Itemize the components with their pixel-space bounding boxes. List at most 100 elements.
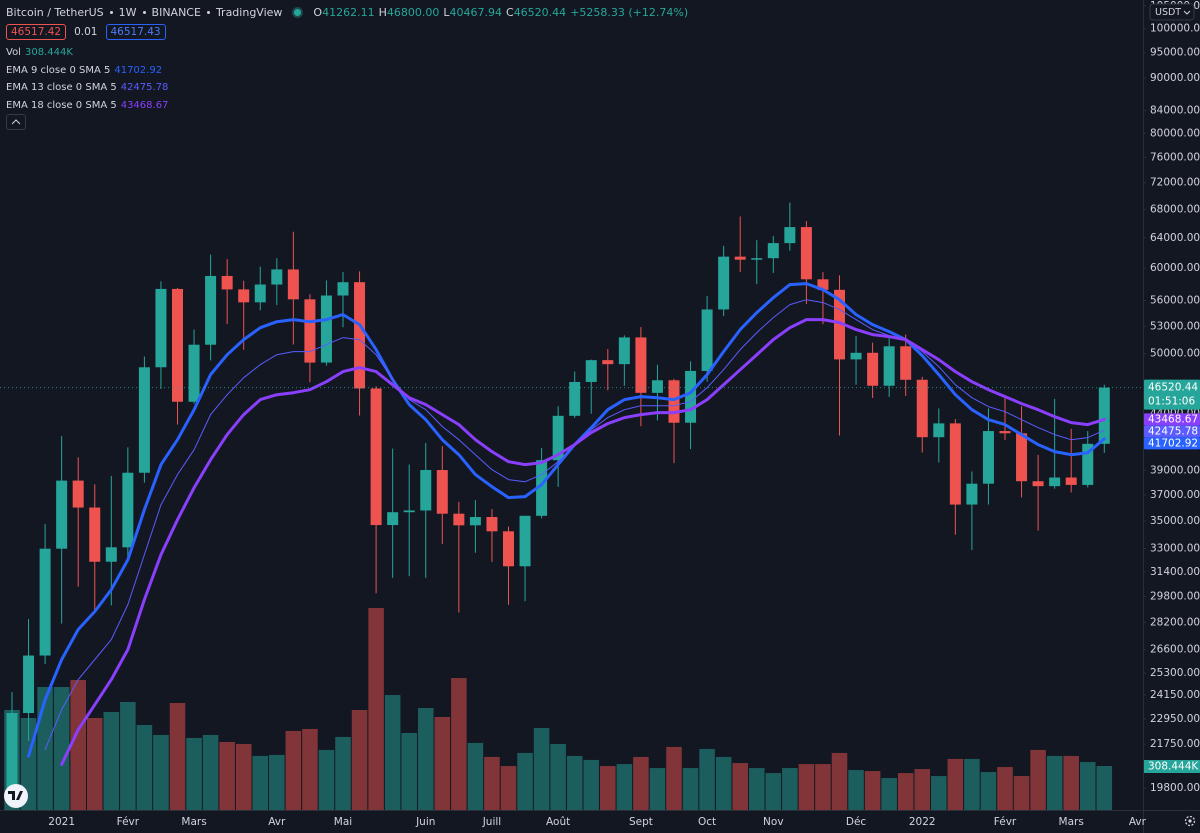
candle-body [867,352,879,386]
candle-body [188,344,200,402]
market-status [294,8,302,16]
candle-body [1049,477,1061,487]
volume-bar [417,708,434,810]
y-tick-label: 31400.00 [1150,566,1200,578]
volume-bar [897,773,914,810]
x-tick-label: Nov [763,816,784,828]
candle-body [105,547,117,562]
volume-bar [351,709,368,810]
y-tick-label: 28200.00 [1150,616,1200,628]
y-tick-label: 56000.00 [1150,295,1200,307]
chevron-icon [11,119,21,125]
price-tag-label: 43468.67 [1148,413,1198,425]
candle-body [337,282,349,296]
candle-body [320,295,332,363]
candle-body [850,352,862,360]
candle-body [685,370,697,423]
x-tick-label: Oct [698,816,716,828]
candle-body [221,275,233,290]
plot-area [0,202,1143,810]
candle-body [966,483,978,505]
x-tick-label: Mars [181,816,206,828]
volume-bar [252,755,269,810]
volume-bar [219,741,235,810]
ema-line [44,299,1105,751]
ohlc-value: 46800.00 [386,5,440,19]
volume-bar [1030,749,1046,810]
x-tick-label: Févr [117,816,140,828]
y-tick-label: 60000.00 [1150,262,1200,274]
ohlc-value: 40467.94 [449,5,503,19]
candle-body [585,360,597,382]
candle-body [949,423,961,505]
x-tick-label: 2021 [48,816,75,828]
ohlc-value: 41262.11 [322,5,375,19]
symbol-legend: Bitcoin / TetherUS 1W BINANCE TradingVie… [6,3,688,21]
volume-bar [997,767,1013,810]
trade-buttons: 46517.42 0.01 46517.43 [6,23,166,41]
candle-body [420,470,432,511]
change: +5258.33 (+12.74%) [570,5,689,19]
volume-bar [947,758,964,810]
volume-bar [848,770,864,810]
volume-bar [798,764,815,810]
candle-body [651,380,663,393]
volume-bar [500,766,517,810]
candle-body [834,289,845,360]
price-tag-label: 46520.44 [1148,382,1198,394]
ohlc-label: C [506,5,514,19]
candle-body [89,507,101,562]
x-tick-label: Sept [629,816,653,828]
volume-tag [1144,759,1200,773]
volume-bar [600,766,616,810]
spread: 0.01 [74,26,98,38]
volume-bar [401,732,417,810]
sell-button[interactable]: 46517.42 [6,24,67,40]
volume-bar [318,749,335,810]
volume-bar [732,763,748,810]
ohlc-label: L [443,5,450,19]
x-tick-label: Déc [846,816,867,828]
currency-button[interactable]: USDT [1149,3,1195,21]
candle-body [883,346,895,386]
candle-body [172,288,183,402]
y-tick-label: 76000.00 [1150,151,1200,163]
x-tick-label: Juin [415,816,435,828]
candle-body [453,513,465,526]
y-tick-label: 95000.00 [1150,47,1200,59]
candle-body [122,472,134,548]
x-tick-label: Avr [268,816,286,828]
settings-button[interactable] [1184,815,1196,827]
candle-body [999,431,1011,434]
volume-bar [550,743,566,810]
price-tag [1144,437,1200,450]
y-tick-label: 68000.00 [1150,204,1200,216]
candle-body [39,548,51,656]
volume-bar [1013,776,1030,810]
tradingview-logo [4,784,28,808]
volume-bar [368,608,384,810]
candle-body [701,309,713,371]
candle-body [1098,387,1110,444]
candle-body [784,227,796,244]
volume-bar [53,687,70,810]
separator [142,10,146,14]
collapse-button[interactable] [6,114,26,130]
y-tick-label: 64000.00 [1150,232,1200,244]
candle-body [767,243,779,259]
volume-bar [931,776,947,810]
candle-body [536,460,548,516]
volume-bar [384,695,401,810]
candle-body [718,256,730,310]
volume-bar [269,754,285,810]
volume-bar [1046,755,1063,810]
indicator-value: 43468.67 [120,99,169,111]
volume-legend: Vol 308.444K [6,44,73,60]
candle-body [817,279,829,290]
price-tag-label: 41702.92 [1148,437,1198,449]
candle-body [519,515,531,567]
buy-button[interactable]: 46517.43 [105,24,166,40]
candle-body [387,512,399,526]
